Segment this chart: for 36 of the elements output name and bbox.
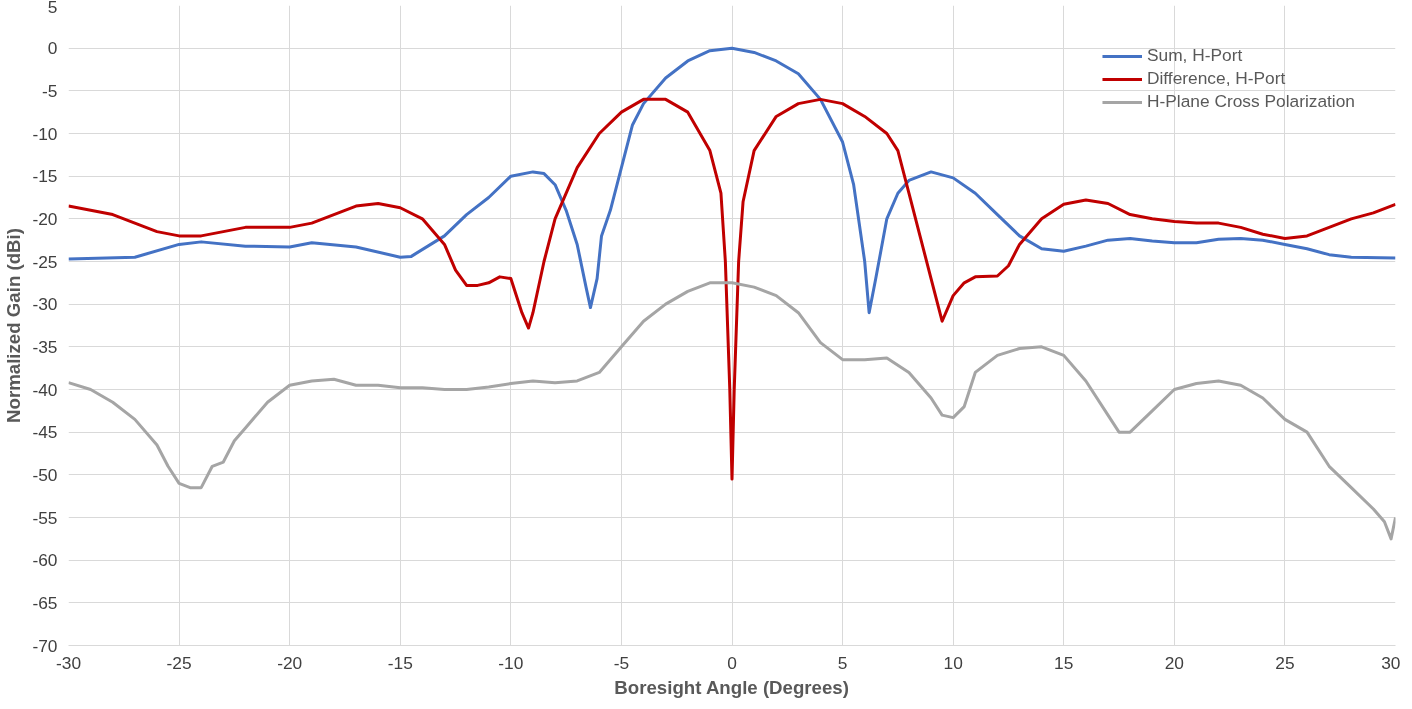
y-tick-label: -60 (32, 550, 58, 571)
x-axis-title: Boresight Angle (Degrees) (614, 676, 849, 698)
x-tick-label: 25 (1275, 652, 1295, 673)
y-tick-label: -10 (32, 123, 58, 144)
y-tick-label: 0 (47, 38, 58, 59)
x-tick-label: 10 (943, 652, 963, 673)
y-tick-label: -45 (32, 422, 58, 443)
y-tick-label: -30 (32, 294, 58, 315)
x-tick-label: 15 (1054, 652, 1074, 673)
y-tick-label: -35 (32, 336, 58, 357)
y-tick-label: -15 (32, 166, 58, 187)
x-tick-label: -15 (387, 652, 413, 673)
y-tick-label: -55 (32, 507, 58, 528)
legend-label: H-Plane Cross Polarization (1146, 91, 1355, 112)
line-series (68, 281, 1396, 541)
y-tick-label: 5 (47, 0, 58, 17)
y-tick-label: -25 (32, 251, 58, 272)
y-tick-label: -20 (32, 208, 58, 229)
legend-label: Sum, H-Port (1146, 45, 1243, 66)
line-series (68, 46, 1396, 315)
x-tick-label: -20 (277, 652, 303, 673)
x-tick-label: -10 (498, 652, 524, 673)
y-tick-label: -5 (42, 80, 58, 101)
y-axis-title: Normalized Gain (dBi) (3, 228, 25, 423)
x-tick-label: 0 (727, 652, 737, 673)
y-tick-label: -70 (32, 635, 58, 656)
y-tick-label: -65 (32, 592, 58, 613)
x-tick-label: 20 (1164, 652, 1184, 673)
y-tick-label: -40 (32, 379, 58, 400)
x-tick-label: 30 (1381, 652, 1401, 673)
legend-label: Difference, H-Port (1146, 68, 1286, 89)
x-tick-label: -5 (613, 652, 630, 673)
x-tick-label: 5 (837, 652, 848, 673)
y-tick-label: -50 (32, 464, 58, 485)
x-tick-label: -25 (166, 652, 192, 673)
line-series (68, 97, 1396, 481)
